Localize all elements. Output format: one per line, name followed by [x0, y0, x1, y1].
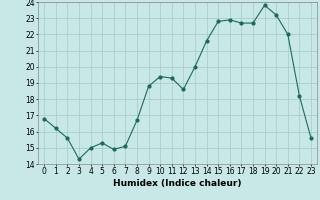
X-axis label: Humidex (Indice chaleur): Humidex (Indice chaleur): [113, 179, 242, 188]
